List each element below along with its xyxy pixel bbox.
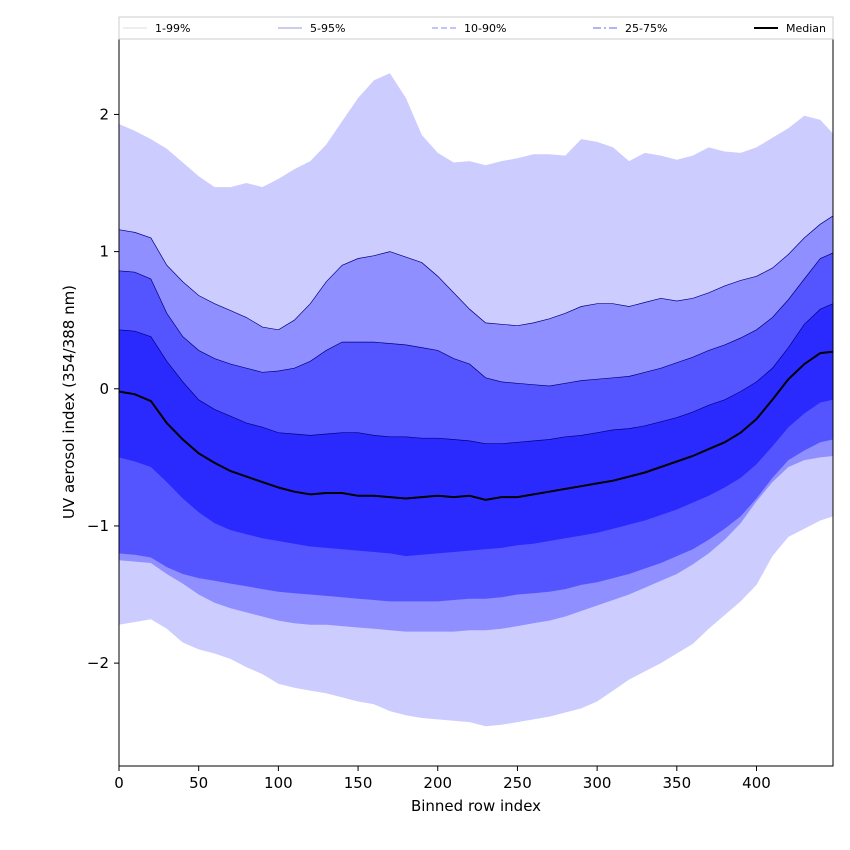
legend-label: 5-95% <box>310 22 345 35</box>
legend-label: 1-99% <box>155 22 190 35</box>
band-25-75pct-upper-line <box>118 303 834 445</box>
legend-entry-5-95pct: 5-95% <box>278 22 345 35</box>
legend-entry-1-99pct: 1-99% <box>123 22 190 35</box>
x-tick-label: 250 <box>503 774 532 792</box>
x-tick-label: 400 <box>742 774 771 792</box>
y-tick-label: 1 <box>99 243 109 261</box>
legend-entry-Median: Median <box>754 22 826 35</box>
band-10-90pct-upper-line <box>118 252 834 387</box>
y-tick-label: 2 <box>99 105 109 123</box>
legend-label: 10-90% <box>464 22 506 35</box>
legend-items: 1-99% 5-95% 10-90% 25-75% Median <box>123 22 826 35</box>
legend-entry-25-75pct: 25-75% <box>593 22 667 35</box>
y-tick-label: 0 <box>99 380 109 398</box>
median-line <box>118 350 834 501</box>
x-tick-label: 350 <box>662 774 691 792</box>
legend-entry-10-90pct: 10-90% <box>432 22 506 35</box>
y-axis-ticks: −2 −1 0 1 2 <box>87 105 119 672</box>
legend: 1-99% 5-95% 10-90% 25-75% Median <box>118 16 834 40</box>
bands-layer <box>118 73 834 727</box>
y-tick-label: −1 <box>87 517 109 535</box>
x-tick-label: 300 <box>583 774 612 792</box>
legend-label: 25-75% <box>625 22 667 35</box>
legend-box <box>118 16 834 40</box>
median-layer <box>118 350 834 501</box>
y-tick-label: −2 <box>87 654 109 672</box>
x-tick-label: 50 <box>189 774 208 792</box>
y-axis-label: UV aerosol index (354/388 nm) <box>60 285 78 519</box>
x-tick-label: 150 <box>344 774 373 792</box>
x-axis-ticks: 0 50 100 150 200 250 300 350 400 <box>114 766 771 792</box>
x-tick-label: 100 <box>264 774 293 792</box>
legend-label: Median <box>786 22 826 35</box>
x-tick-label: 0 <box>114 774 124 792</box>
x-axis-label: Binned row index <box>411 797 541 815</box>
x-tick-label: 200 <box>423 774 452 792</box>
band-5-95pct-upper-line <box>118 215 834 331</box>
